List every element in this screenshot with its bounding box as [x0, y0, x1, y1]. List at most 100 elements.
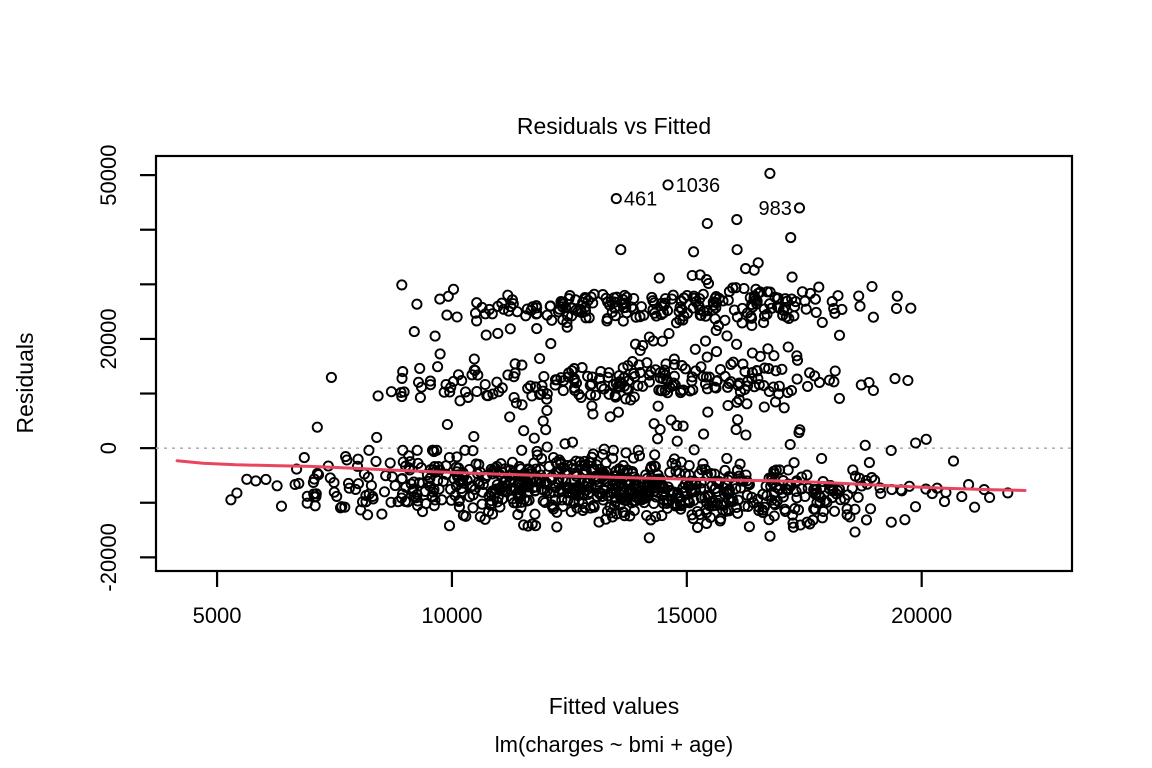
- data-point: [312, 469, 325, 481]
- data-point: [614, 376, 626, 388]
- data-point: [784, 438, 796, 451]
- data-point: [643, 488, 655, 500]
- data-point: [492, 327, 504, 339]
- data-point: [432, 361, 444, 373]
- data-point: [593, 516, 605, 528]
- data-point: [351, 460, 364, 472]
- data-point: [508, 391, 520, 404]
- data-point: [656, 335, 668, 347]
- data-point: [874, 482, 886, 494]
- data-point: [576, 307, 588, 319]
- data-point: [385, 386, 397, 398]
- data-point: [701, 383, 713, 395]
- data-point: [715, 513, 727, 525]
- data-point: [445, 494, 457, 506]
- data-point: [758, 303, 770, 315]
- data-point: [275, 500, 288, 512]
- data-point: [938, 496, 951, 508]
- data-point: [694, 269, 706, 281]
- data-point: [866, 280, 878, 293]
- data-point: [408, 326, 420, 338]
- data-point: [722, 503, 734, 515]
- y-axis: -20000 0 20000 50000: [96, 145, 156, 592]
- data-point: [864, 503, 877, 515]
- data-point: [627, 452, 640, 464]
- data-point: [399, 495, 411, 507]
- data-point: [586, 451, 598, 463]
- data-point: [681, 289, 693, 302]
- data-point: [875, 487, 887, 500]
- data-point: [447, 375, 460, 387]
- data-point: [551, 506, 563, 518]
- data-point: [828, 303, 840, 315]
- data-point: [545, 338, 557, 350]
- data-point: [762, 343, 774, 355]
- data-point: [732, 507, 744, 519]
- data-point: [400, 481, 412, 493]
- data-point: [570, 455, 582, 467]
- data-point: [609, 389, 621, 401]
- data-point: [529, 508, 541, 520]
- data-point: [389, 480, 401, 492]
- data-point: [768, 350, 780, 362]
- data-point: [721, 452, 733, 464]
- data-point: [770, 365, 782, 377]
- data-point: [600, 513, 612, 525]
- data-point: [768, 510, 780, 522]
- data-point: [451, 451, 463, 463]
- data-point: [739, 365, 751, 378]
- data-point: [271, 480, 283, 492]
- data-point: [512, 509, 524, 521]
- data-point: [682, 494, 694, 506]
- data-point: [670, 317, 683, 329]
- y-tick-label: 50000: [96, 145, 121, 206]
- data-point: [899, 514, 911, 526]
- data-point: [610, 465, 622, 477]
- data-point: [571, 502, 583, 514]
- data-point: [479, 513, 491, 525]
- data-point: [947, 455, 960, 467]
- data-point: [617, 315, 629, 327]
- data-point: [429, 330, 441, 342]
- data-point: [829, 365, 841, 377]
- data-point: [804, 287, 816, 299]
- data-point: [609, 310, 621, 322]
- data-point: [530, 381, 542, 393]
- data-point: [726, 492, 738, 504]
- data-point: [736, 317, 748, 329]
- data-point: [702, 406, 714, 418]
- data-point: [641, 357, 653, 369]
- data-point: [555, 296, 567, 308]
- data-point: [763, 363, 775, 375]
- data-point: [506, 456, 519, 468]
- data-point: [526, 518, 538, 530]
- data-point: [804, 518, 816, 530]
- data-point: [596, 380, 608, 392]
- data-point: [905, 302, 917, 314]
- data-point: [650, 511, 662, 523]
- data-point: [889, 373, 901, 385]
- data-point: [260, 473, 272, 485]
- data-point: [632, 444, 644, 456]
- data-point: [697, 458, 709, 470]
- data-point: [630, 311, 642, 323]
- data-point: [468, 430, 480, 443]
- data-point: [546, 314, 558, 326]
- data-point: [412, 495, 424, 507]
- data-point: [701, 497, 713, 509]
- data-point: [604, 411, 616, 423]
- data-point: [541, 485, 553, 497]
- data-point: [628, 368, 640, 380]
- data-point: [656, 489, 668, 501]
- data-point: [707, 299, 719, 311]
- data-point: [454, 395, 466, 407]
- data-point: [426, 490, 438, 502]
- data-point: [829, 307, 841, 319]
- y-axis-title: Residuals: [12, 333, 38, 434]
- data-point: [789, 503, 801, 515]
- data-point: [447, 283, 460, 295]
- data-point: [652, 433, 664, 445]
- data-point: [687, 513, 699, 525]
- data-point: [841, 509, 853, 521]
- x-axis: 5000 10000 15000 20000: [193, 571, 952, 628]
